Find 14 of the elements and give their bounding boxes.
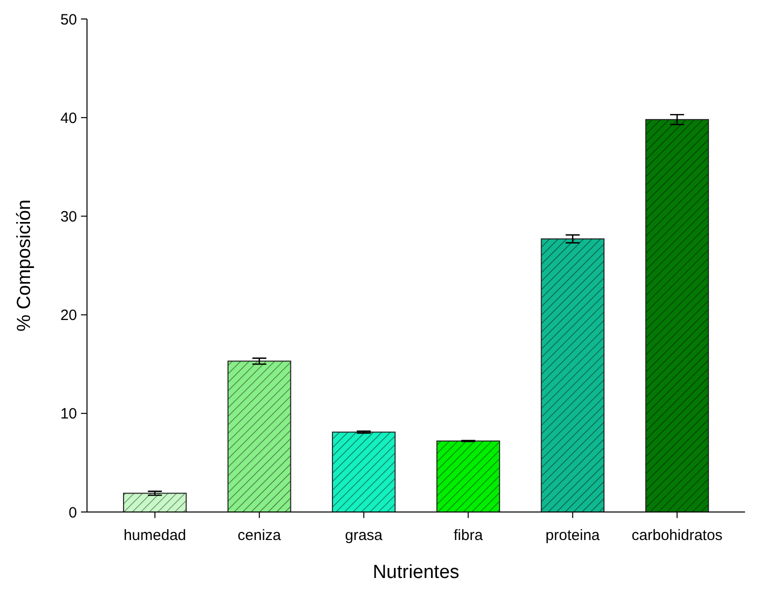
y-tick-label: 0: [68, 504, 77, 522]
x-tick-label: humedad: [124, 527, 186, 544]
y-tick-label: 30: [60, 208, 77, 226]
x-tick-label: proteina: [546, 527, 600, 544]
y-tick-label: 40: [60, 110, 77, 127]
y-tick-label: 50: [60, 11, 77, 28]
x-axis-title: Nutrientes: [372, 562, 460, 583]
x-tick-label: carbohidratos: [632, 527, 723, 544]
x-tick-label: ceniza: [238, 527, 282, 544]
x-tick-label: fibra: [454, 527, 484, 544]
y-axis-title: % Composición: [14, 200, 35, 332]
y-tick-label: 20: [60, 307, 77, 324]
y-tick-label: 10: [60, 406, 77, 423]
x-tick-label: grasa: [345, 527, 384, 544]
